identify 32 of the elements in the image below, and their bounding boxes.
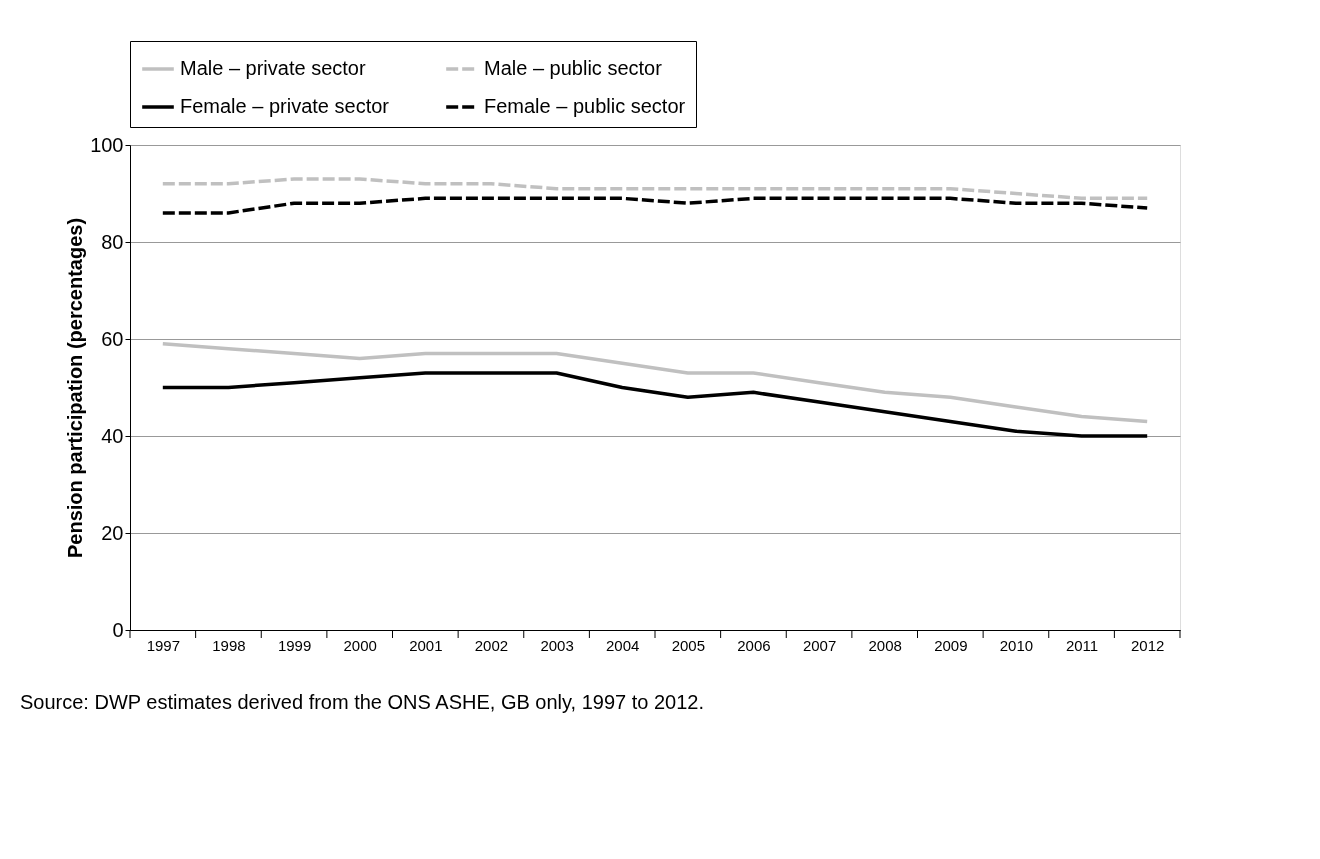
line-series (161, 371, 1149, 438)
legend-label: Male – public sector (484, 57, 663, 79)
line-series (161, 196, 1149, 215)
x-tick-label: 2009 (934, 636, 968, 654)
legend-label: Female – private sector (180, 95, 390, 117)
x-tick-label: 2012 (1131, 636, 1165, 654)
legend-label: Male – private sector (180, 57, 366, 79)
x-tick-label: 1998 (212, 636, 246, 654)
x-tick-label: 2006 (737, 636, 771, 654)
x-tick-label: 2004 (606, 636, 640, 654)
x-tick-label: 1997 (146, 636, 180, 654)
x-tick-label: 2002 (474, 636, 509, 654)
x-tick-label: 2003 (540, 636, 574, 654)
x-tick-label: 2001 (409, 636, 443, 654)
x-tick-label: 2010 (999, 636, 1034, 654)
line-series (161, 177, 1149, 201)
x-tick-label: 2005 (671, 636, 705, 654)
legend-label: Female – public sector (484, 95, 686, 117)
x-tick-label: 2007 (802, 636, 837, 654)
source-note: Source: DWP estimates derived from the ONS ASHE, GB only, 1997 to 2012. (20, 691, 705, 713)
y-tick-label: 0 (112, 618, 124, 641)
y-tick-label: 40 (101, 424, 124, 447)
y-axis-title: Pension participation (percentages) (64, 217, 87, 559)
y-tick-label: 60 (101, 327, 124, 350)
y-tick-label: 100 (90, 133, 124, 156)
y-tick-label: 80 (101, 230, 124, 253)
line-series (161, 342, 1149, 424)
y-tick-label: 20 (101, 521, 124, 544)
x-tick-label: 2008 (868, 636, 902, 654)
x-tick-label: 2000 (343, 636, 377, 654)
x-tick-label: 1999 (277, 636, 312, 654)
x-tick-label: 2011 (1065, 636, 1099, 654)
